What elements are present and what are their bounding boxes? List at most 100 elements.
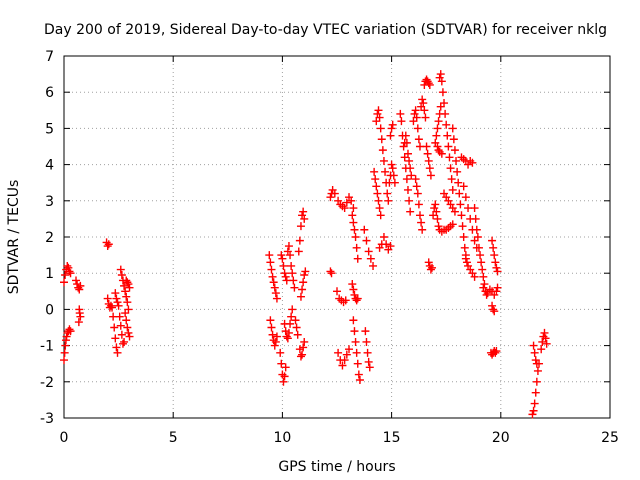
- data-point: [406, 164, 415, 173]
- data-point: [266, 316, 275, 325]
- data-point: [432, 207, 441, 216]
- data-point: [299, 343, 308, 352]
- data-point: [405, 196, 414, 205]
- data-point: [114, 301, 123, 310]
- data-point: [116, 321, 125, 330]
- data-point: [271, 289, 280, 298]
- data-point: [338, 361, 347, 370]
- data-point: [103, 242, 112, 251]
- data-point: [354, 370, 363, 379]
- data-point: [118, 339, 127, 348]
- data-point: [106, 301, 115, 310]
- data-point: [353, 294, 362, 303]
- data-point: [446, 164, 455, 173]
- data-point: [458, 222, 467, 231]
- data-point: [413, 124, 422, 133]
- data-point: [418, 95, 427, 104]
- data-point: [266, 258, 275, 267]
- data-point: [379, 156, 388, 165]
- data-point: [489, 305, 498, 314]
- data-point: [384, 196, 393, 205]
- data-point: [434, 222, 443, 231]
- data-point: [360, 225, 369, 234]
- data-point: [528, 410, 537, 419]
- data-point: [348, 280, 357, 289]
- data-point: [294, 247, 303, 256]
- data-point: [62, 332, 71, 341]
- data-point: [470, 204, 479, 213]
- data-point: [270, 341, 279, 350]
- data-point: [289, 276, 298, 285]
- data-point: [402, 175, 411, 184]
- data-point: [480, 280, 489, 289]
- data-point: [434, 117, 443, 126]
- data-point: [265, 251, 274, 260]
- data-point: [425, 164, 434, 173]
- data-point: [269, 278, 278, 287]
- data-point: [386, 131, 395, 140]
- data-point: [121, 309, 130, 318]
- data-point: [326, 267, 335, 276]
- data-point: [437, 77, 446, 86]
- y-tick-label: 3: [45, 194, 54, 210]
- data-point: [412, 113, 421, 122]
- y-tick-label: 2: [45, 230, 54, 246]
- data-point: [423, 149, 432, 158]
- data-point: [459, 233, 468, 241]
- data-point: [65, 325, 74, 334]
- data-point: [381, 167, 390, 176]
- x-tick-label: 5: [169, 430, 178, 446]
- data-point: [277, 359, 286, 368]
- data-point: [529, 341, 538, 350]
- data-point: [440, 99, 449, 108]
- data-point: [298, 285, 307, 294]
- data-point: [388, 164, 397, 173]
- data-point: [424, 156, 433, 165]
- data-point: [468, 158, 477, 167]
- data-point: [403, 185, 412, 194]
- data-point: [117, 271, 126, 280]
- data-point: [125, 283, 134, 292]
- data-point: [123, 323, 132, 332]
- data-point: [387, 160, 396, 169]
- data-point: [461, 254, 470, 263]
- data-point: [490, 251, 499, 260]
- data-point: [347, 196, 356, 205]
- data-point: [533, 366, 542, 375]
- data-point: [120, 337, 129, 346]
- data-point: [448, 220, 457, 229]
- data-point: [373, 189, 382, 198]
- data-point: [349, 204, 358, 213]
- data-point: [121, 287, 130, 296]
- data-point: [493, 267, 502, 276]
- data-point: [108, 303, 117, 312]
- data-point: [472, 225, 481, 234]
- data-point: [345, 345, 354, 354]
- x-axis-label: GPS time / hours: [278, 459, 395, 475]
- data-point: [112, 294, 121, 303]
- data-point: [445, 153, 454, 162]
- data-point: [111, 289, 120, 298]
- data-point: [352, 243, 361, 252]
- data-point: [60, 356, 68, 365]
- data-point: [340, 204, 349, 213]
- data-point: [342, 350, 351, 359]
- data-point: [351, 233, 360, 241]
- data-point: [286, 319, 295, 328]
- data-point: [387, 124, 396, 133]
- data-point: [66, 327, 75, 336]
- data-point: [489, 243, 498, 252]
- data-point: [301, 267, 310, 276]
- data-point: [286, 251, 295, 260]
- data-point: [397, 117, 406, 126]
- data-point: [370, 167, 379, 176]
- data-point: [411, 106, 420, 115]
- data-point: [353, 254, 362, 263]
- data-point: [326, 193, 335, 202]
- data-point: [112, 343, 121, 352]
- data-point: [349, 316, 358, 325]
- data-point: [415, 211, 424, 220]
- data-point: [531, 356, 540, 365]
- data-point: [268, 272, 277, 281]
